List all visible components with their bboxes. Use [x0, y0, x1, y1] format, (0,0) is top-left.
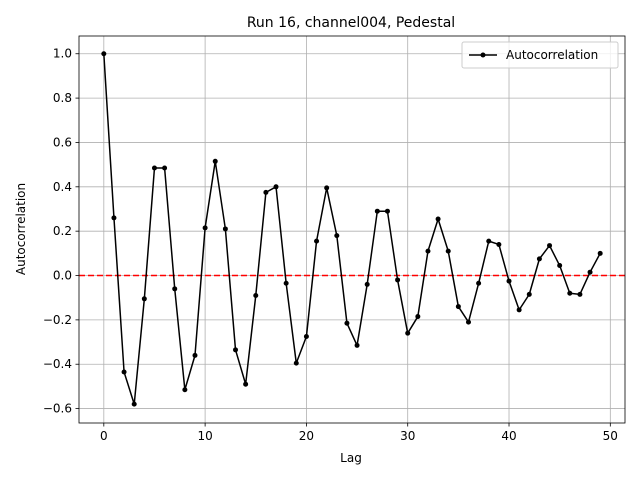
legend: Autocorrelation	[461, 41, 619, 69]
autocorrelation-point	[243, 381, 249, 387]
autocorrelation-point	[384, 208, 390, 214]
y-tick-label: 0.2	[53, 224, 72, 238]
autocorrelation-point	[303, 334, 309, 340]
autocorrelation-point	[577, 291, 583, 297]
chart-title: Run 16, channel004, Pedestal	[247, 15, 455, 31]
legend-label: Autocorrelation	[506, 48, 598, 62]
autocorrelation-point	[182, 387, 188, 393]
autocorrelation-point	[151, 165, 157, 171]
autocorrelation-point	[526, 291, 532, 297]
autocorrelation-point	[395, 277, 401, 283]
autocorrelation-point	[222, 226, 228, 232]
y-tick-label: −0.6	[43, 402, 72, 416]
autocorrelation-point	[597, 250, 603, 256]
y-tick-label: 0.4	[53, 180, 72, 194]
autocorrelation-point	[253, 292, 259, 298]
x-tick-label: 40	[501, 429, 516, 443]
autocorrelation-point	[202, 225, 208, 231]
autocorrelation-point	[162, 165, 168, 171]
autocorrelation-point	[516, 307, 522, 313]
autocorrelation-point	[455, 304, 461, 310]
autocorrelation-point	[293, 360, 299, 366]
y-axis-label: Autocorrelation	[14, 183, 28, 275]
y-tick-label: 0.8	[53, 91, 72, 105]
autocorrelation-point	[587, 269, 593, 275]
y-tick-label: 0.0	[53, 269, 72, 283]
autocorrelation-point	[567, 290, 573, 296]
autocorrelation-point	[233, 347, 239, 353]
x-tick-label: 30	[400, 429, 415, 443]
y-tick-label: −0.2	[43, 313, 72, 327]
y-tick-label: 1.0	[53, 47, 72, 61]
x-tick-label: 20	[299, 429, 314, 443]
autocorrelation-point	[496, 241, 502, 247]
autocorrelation-point	[121, 369, 127, 375]
autocorrelation-point	[314, 238, 320, 244]
autocorrelation-point	[283, 280, 289, 286]
x-tick-label: 10	[197, 429, 212, 443]
autocorrelation-point	[141, 296, 147, 302]
autocorrelation-point	[172, 286, 178, 292]
autocorrelation-point	[344, 320, 350, 326]
y-tick-label: 0.6	[53, 135, 72, 149]
autocorrelation-point	[334, 233, 340, 239]
autocorrelation-point	[101, 51, 107, 57]
autocorrelation-point	[506, 278, 512, 284]
autocorrelation-point	[111, 215, 117, 221]
legend-box	[461, 41, 619, 69]
autocorrelation-point	[405, 330, 411, 336]
autocorrelation-point	[445, 248, 451, 254]
autocorrelation-point	[131, 401, 137, 407]
autocorrelation-point	[435, 216, 441, 222]
plot-frame	[78, 35, 626, 424]
x-axis-label: Lag	[340, 451, 362, 465]
autocorrelation-point	[354, 342, 360, 348]
autocorrelation-point	[192, 352, 198, 358]
autocorrelation-point	[465, 319, 471, 325]
autocorrelation-point	[476, 280, 482, 286]
autocorrelation-point	[374, 208, 380, 214]
autocorrelation-point	[536, 256, 542, 262]
y-tick-label: −0.4	[43, 357, 72, 371]
autocorrelation-point	[425, 248, 431, 254]
autocorrelation-point	[486, 238, 492, 244]
autocorrelation-point	[364, 281, 370, 287]
autocorrelation-point	[263, 189, 269, 195]
autocorrelation-point	[212, 158, 218, 164]
autocorrelation-point	[324, 185, 330, 191]
legend-marker-swatch	[480, 52, 486, 58]
x-tick-label: 50	[603, 429, 618, 443]
autocorrelation-line	[103, 53, 601, 405]
x-tick-label: 0	[100, 429, 108, 443]
autocorrelation-point	[547, 243, 553, 249]
autocorrelation-point	[557, 263, 563, 269]
autocorrelation-point	[415, 314, 421, 320]
autocorrelation-point	[273, 184, 279, 190]
